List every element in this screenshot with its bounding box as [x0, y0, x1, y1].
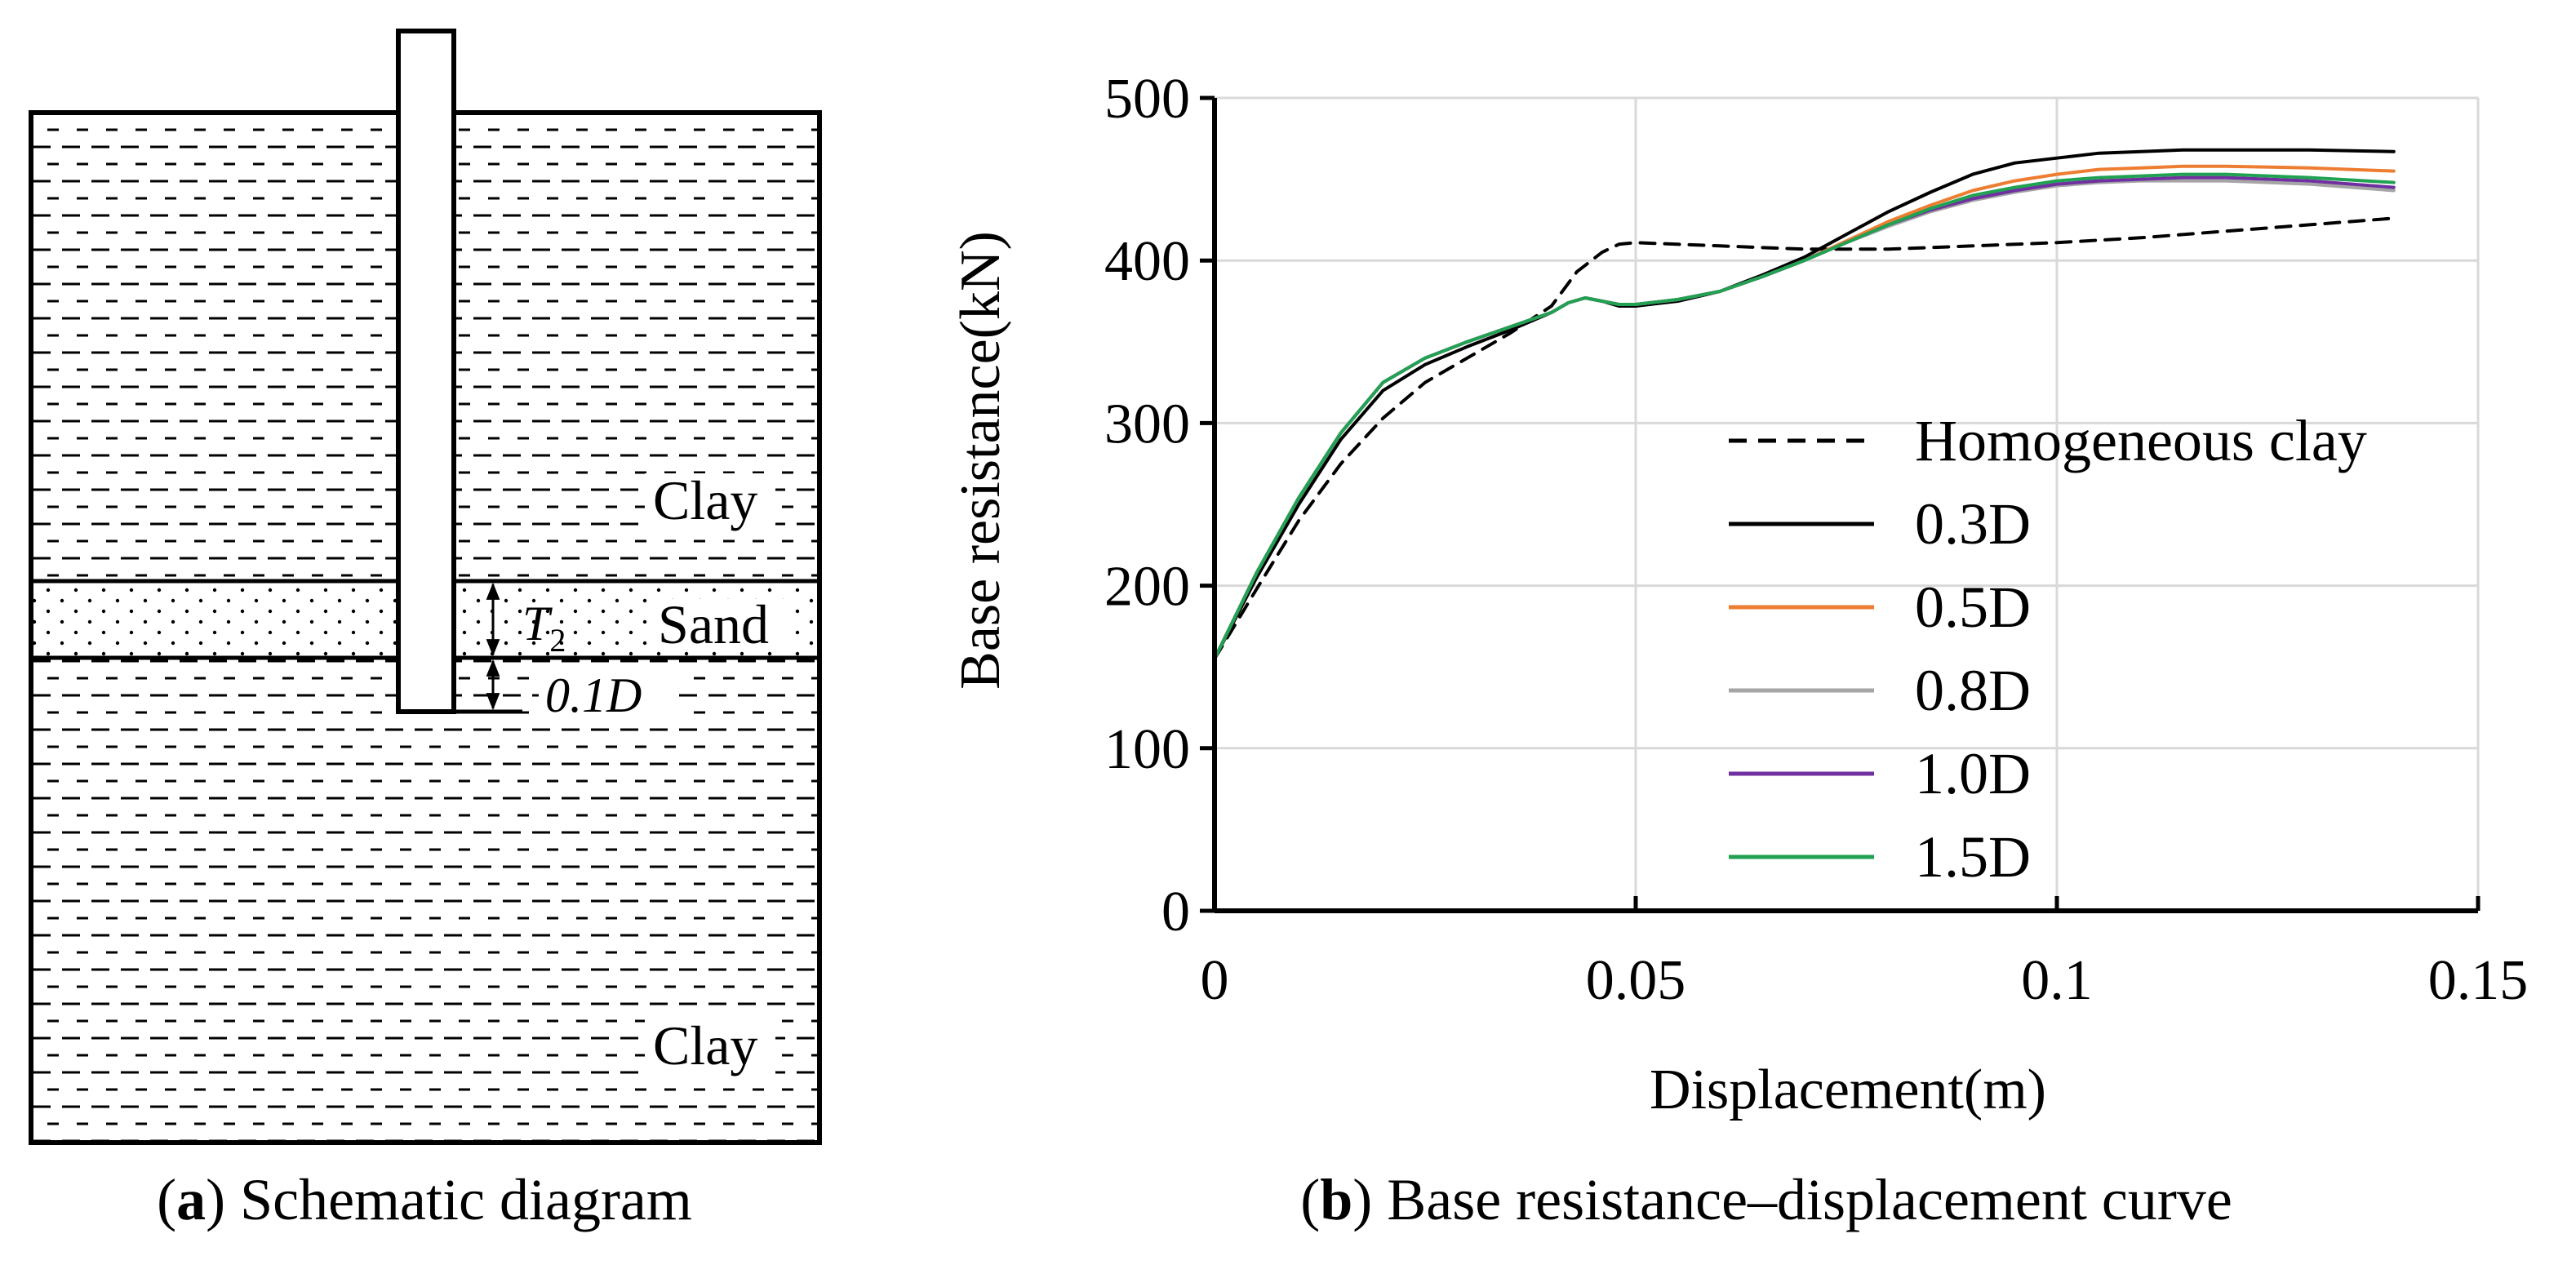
- panel-a-caption-letter: a: [176, 1167, 206, 1232]
- legend-label-2: 0.5D: [1915, 575, 2031, 640]
- series-line-5: [1213, 172, 2396, 661]
- pile: [396, 29, 456, 714]
- t2-subscript: 2: [549, 622, 566, 659]
- panel-a-caption: (a) Schematic diagram: [157, 1167, 692, 1232]
- y-axis-label: Base resistance(kN): [949, 231, 1012, 690]
- y-tick-label: 0: [1161, 881, 1190, 943]
- tip-distance-backdrop: [539, 672, 677, 718]
- legend-label-5: 1.5D: [1915, 824, 2031, 890]
- y-tick-label: 400: [1104, 230, 1190, 293]
- y-tick-label: 300: [1104, 393, 1190, 455]
- clay-top-label-backdrop: [645, 473, 775, 532]
- y-tick-label: 500: [1104, 68, 1190, 131]
- tip-distance-label: 0.1D: [545, 668, 642, 722]
- y-tick-label: 200: [1104, 556, 1190, 619]
- legend-label-1: 0.3D: [1915, 491, 2031, 557]
- legend-label-0: Homogeneous clay: [1915, 408, 2367, 473]
- clay-bottom-label-backdrop: [645, 1019, 775, 1077]
- legend-label-3: 0.8D: [1915, 658, 2031, 723]
- schematic-diagram: Clay Sand T2 0.1D Clay (a) Schematic dia…: [29, 29, 822, 1232]
- panel-b-caption-text: Base resistance–displacement curve: [1372, 1167, 2232, 1232]
- clay-bottom-label: Clay: [653, 1014, 757, 1076]
- chart-series: [1213, 148, 2396, 661]
- chart-axes: [1200, 95, 2481, 913]
- y-tick-label: 100: [1104, 718, 1190, 781]
- series-line-0: [1213, 216, 2396, 661]
- panel-b-caption-letter: b: [1320, 1167, 1352, 1232]
- t2-symbol: T: [522, 597, 553, 650]
- panel-b-caption: (b) Base resistance–displacement curve: [1300, 1167, 2232, 1232]
- chart-legend: Homogeneous clay 0.3D 0.5D 0.8D 1.0D 1.5D: [1729, 408, 2367, 890]
- legend-label-4: 1.0D: [1915, 741, 2031, 806]
- chart-gridlines: [1215, 96, 2480, 911]
- t2-label: T2: [522, 597, 566, 659]
- chart-tick-labels: 0 100 200 300 400 500 0 0.05 0.1 0.15: [1104, 68, 2528, 1012]
- x-tick-label: 0.1: [2021, 949, 2093, 1012]
- base-resistance-chart: 0 100 200 300 400 500 0 0.05 0.1 0.15 Homogeneous…: [949, 68, 2528, 1232]
- x-axis-label: Displacement(m): [1650, 1059, 2046, 1121]
- x-tick-label: 0.15: [2428, 949, 2529, 1012]
- series-line-1: [1213, 148, 2396, 661]
- clay-top-label: Clay: [653, 469, 757, 531]
- panel-a-caption-text: Schematic diagram: [225, 1167, 692, 1232]
- x-tick-label: 0.05: [1586, 949, 1686, 1012]
- x-tick-label: 0: [1201, 949, 1229, 1012]
- sand-label: Sand: [658, 593, 769, 655]
- sand-label-backdrop: [650, 599, 795, 650]
